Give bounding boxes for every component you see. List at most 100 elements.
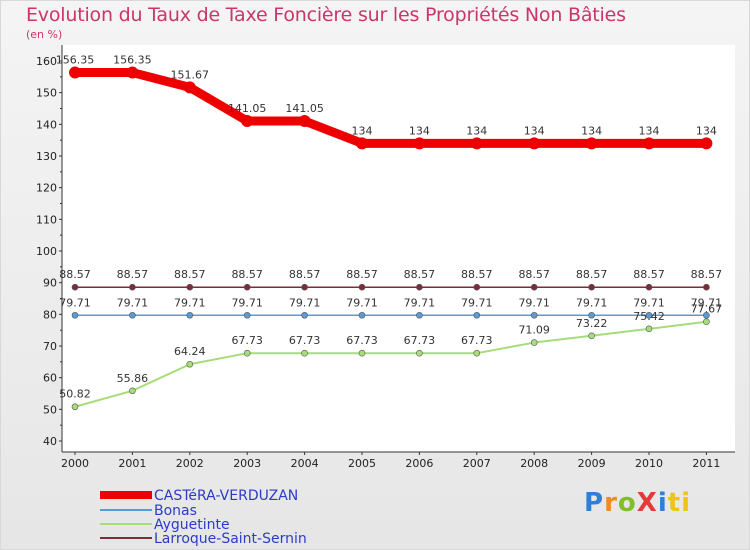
data-point [473, 311, 481, 319]
data-label: 156.35 [113, 54, 152, 67]
data-point [645, 311, 653, 319]
data-label: 141.05 [285, 102, 324, 115]
x-tick-label: 2006 [405, 457, 433, 470]
y-tick-label: 80 [43, 308, 57, 321]
data-point [358, 283, 366, 291]
data-label: 151.67 [171, 68, 210, 81]
data-point [301, 349, 308, 357]
data-point [530, 283, 538, 291]
x-tick-label: 2004 [291, 457, 319, 470]
data-label: 67.73 [346, 334, 378, 347]
x-tick-label: 2002 [176, 457, 204, 470]
y-tick-label: 90 [43, 277, 57, 290]
data-label: 134 [466, 124, 487, 137]
data-point [186, 283, 194, 291]
data-label: 67.73 [231, 334, 263, 347]
data-label: 88.57 [231, 268, 263, 281]
data-point [473, 283, 481, 291]
data-label: 79.71 [461, 296, 493, 309]
data-label: 79.71 [174, 296, 206, 309]
data-label: 79.71 [59, 296, 91, 309]
data-point [186, 360, 194, 368]
y-tick-label: 40 [43, 435, 57, 448]
logo-letter: r [604, 488, 618, 518]
legend-swatch-bonas [100, 509, 152, 511]
data-point [183, 81, 196, 94]
data-label: 134 [409, 124, 430, 137]
data-point [703, 311, 710, 319]
data-point [129, 387, 136, 395]
data-label: 64.24 [174, 345, 206, 358]
data-label: 88.57 [461, 268, 493, 281]
data-label: 79.71 [691, 296, 723, 309]
data-point [588, 283, 595, 291]
data-point [528, 137, 541, 150]
data-label: 79.71 [576, 296, 608, 309]
data-label: 79.71 [289, 296, 321, 309]
data-label: 75.42 [633, 310, 665, 323]
legend-label-castera: CASTéRA-VERDUZAN [154, 488, 299, 504]
legend-swatch-larroque [100, 537, 152, 539]
data-label: 67.73 [461, 334, 493, 347]
data-label: 134 [639, 124, 660, 137]
data-label: 79.71 [404, 296, 436, 309]
data-point [530, 311, 538, 319]
data-label: 134 [352, 124, 373, 137]
data-label: 71.09 [518, 324, 550, 337]
legend-label-bonas: Bonas [154, 503, 197, 519]
data-point [298, 115, 311, 128]
data-point [126, 66, 139, 79]
y-tick-label: 130 [36, 150, 57, 163]
data-label: 79.71 [633, 296, 665, 309]
series-line-2 [74, 320, 708, 408]
data-point [358, 349, 366, 357]
data-point [416, 349, 423, 357]
data-label: 88.57 [346, 268, 378, 281]
logo-letter: ti [667, 488, 692, 518]
data-point [69, 66, 81, 79]
y-tick-label: 160 [36, 55, 57, 68]
data-label: 156.35 [56, 54, 95, 67]
data-point [71, 283, 79, 291]
legend-swatch-ayguetinte [100, 523, 152, 525]
chart-title: Evolution du Taux de Taxe Foncière sur l… [26, 4, 626, 26]
x-tick-label: 2003 [233, 457, 261, 470]
data-label: 88.57 [117, 268, 149, 281]
data-point [416, 283, 423, 291]
y-tick-label: 100 [36, 245, 57, 258]
x-tick-label: 2007 [463, 457, 491, 470]
y-tick-label: 50 [43, 403, 57, 416]
data-point [358, 311, 366, 319]
series-line-0 [70, 68, 711, 148]
data-point [129, 283, 136, 291]
data-point [530, 339, 538, 346]
data-label: 79.71 [117, 296, 149, 309]
data-point [71, 403, 79, 411]
plot-area [62, 45, 735, 452]
data-label: 79.71 [518, 296, 550, 309]
data-label: 134 [524, 124, 545, 137]
legend-label-larroque: Larroque-Saint-Sernin [154, 531, 307, 547]
data-point [243, 349, 251, 357]
data-point [186, 311, 194, 319]
data-label: 67.73 [404, 334, 436, 347]
data-label: 134 [696, 124, 717, 137]
data-point [585, 137, 598, 150]
data-point [301, 311, 308, 319]
data-point [645, 325, 653, 333]
legend-swatch-castera [100, 491, 152, 499]
data-label: 79.71 [231, 296, 263, 309]
x-tick-label: 2001 [118, 457, 146, 470]
proxiti-logo: ProXiti [584, 488, 691, 518]
legend-label-ayguetinte: Ayguetinte [154, 517, 230, 533]
logo-letter: P [584, 488, 605, 518]
data-point [703, 318, 710, 326]
data-point [700, 137, 713, 150]
data-label: 141.05 [228, 102, 267, 115]
data-point [243, 283, 251, 291]
data-label: 88.57 [404, 268, 436, 281]
x-tick-label: 2008 [520, 457, 548, 470]
logo-letter: i [657, 488, 668, 518]
unit-label: (en %) [26, 28, 63, 41]
